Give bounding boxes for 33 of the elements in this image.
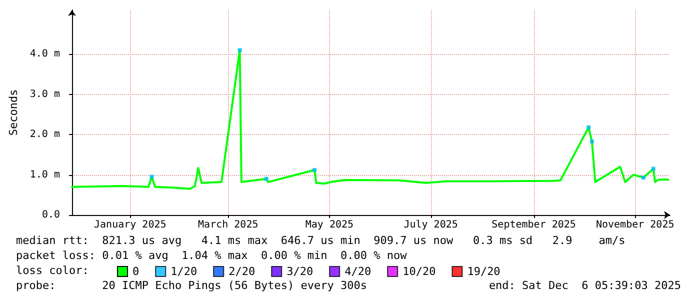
y-tick-label: 3.0 m — [30, 88, 60, 100]
point — [651, 166, 656, 171]
point — [150, 174, 154, 179]
legend-title: loss color: — [16, 264, 89, 277]
legend-label: 3/20 — [286, 265, 314, 278]
point — [586, 125, 591, 130]
point — [264, 176, 268, 181]
legend-label: 4/20 — [344, 265, 372, 278]
legend-label: 1/20 — [170, 265, 198, 278]
y-tick-label: 4.0 m — [30, 48, 60, 60]
x-tick-label: November 2025 — [596, 220, 674, 230]
point — [590, 139, 594, 144]
x-tick-label: January 2025 — [94, 220, 166, 230]
line-series — [71, 49, 670, 190]
legend-label: 19/20 — [467, 265, 500, 278]
legend-label: 10/20 — [402, 265, 436, 278]
point — [312, 168, 317, 172]
text: median rtt: 821.3 us avg 4.1 ms max 646.7 us min 909.7 us now 0.3 ms sd 2.9 am/s — [16, 234, 626, 247]
text: packet loss: 0.01 % avg 1.04 % max 0.00 % min 0.00 % now — [16, 249, 407, 262]
x-tick-label: September 2025 — [492, 220, 576, 230]
x-tick-label: March 2025 — [198, 220, 258, 230]
text: probe: 20 ICMP Echo Pings (56 Bytes) every 300s — [16, 279, 367, 292]
legend-label: 2/20 — [228, 265, 256, 278]
text: end: Sat Dec 6 05:39:03 2025 — [488, 279, 681, 292]
y-tick-label: 1.0 m — [30, 169, 60, 180]
y-tick-label: 2.0 m — [30, 129, 60, 140]
x-tick-label: May 2025 — [305, 220, 354, 230]
point — [238, 48, 242, 52]
y-axis-title: Seconds — [7, 89, 20, 136]
x-tick-label: July 2025 — [404, 220, 458, 230]
y-tick-label: 0.0 — [42, 210, 60, 220]
point — [641, 176, 646, 180]
legend-label: 0 — [132, 265, 140, 278]
